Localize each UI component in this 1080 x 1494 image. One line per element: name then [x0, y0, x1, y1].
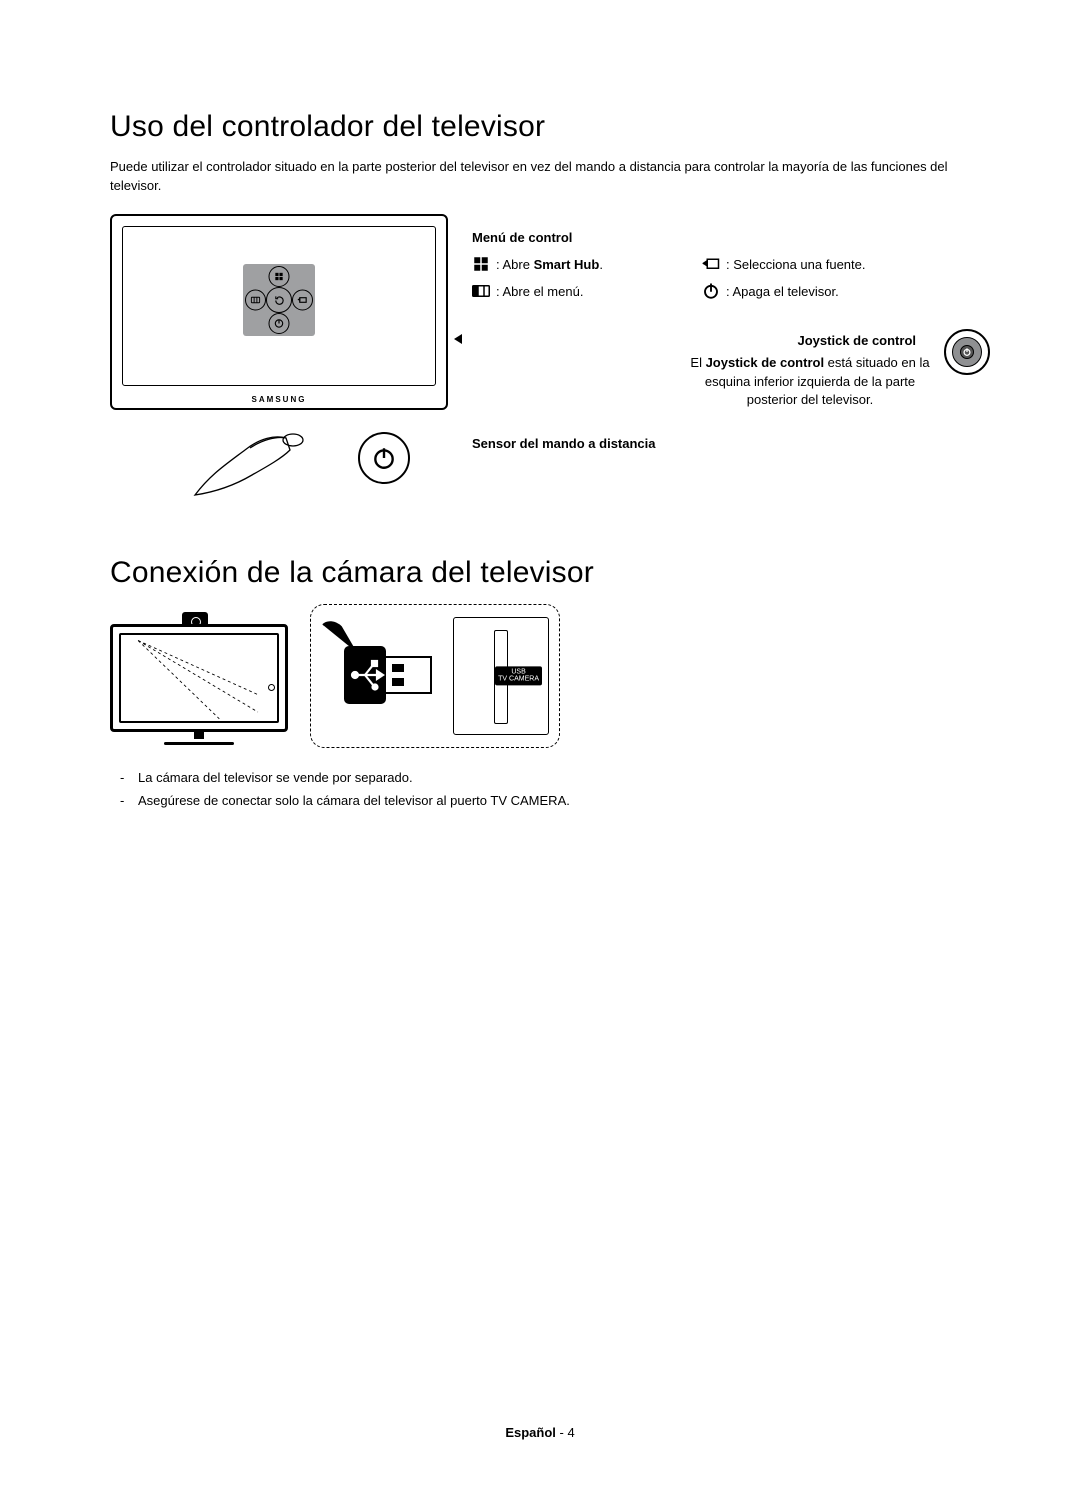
joypad-right-icon — [292, 290, 313, 311]
tv-with-camera-icon — [110, 624, 288, 745]
joystick-knob-icon — [944, 329, 990, 375]
menu-item-text: : Abre el menú. — [496, 284, 583, 299]
leader-arrow-icon — [454, 334, 462, 344]
power-icon — [702, 284, 720, 298]
tv-outline: SAMSUNG — [110, 214, 448, 410]
tv-brand-text: SAMSUNG — [112, 395, 446, 404]
joypad-down-icon — [269, 313, 290, 334]
camera-notes-list: La cámara del televisor se vende por sep… — [110, 766, 990, 813]
joystick-desc: El Joystick de control está situado en l… — [680, 354, 940, 411]
camera-inset-box: USB TV CAMERA — [310, 604, 560, 748]
section1-title: Uso del controlador del televisor — [110, 110, 990, 144]
camera-rays-icon — [113, 627, 285, 731]
joypad-left-icon — [245, 290, 266, 311]
joypad-center-icon — [266, 287, 292, 313]
page-footer: Español - 4 — [0, 1425, 1080, 1440]
source-icon — [702, 257, 720, 271]
list-item: Asegúrese de conectar solo la cámara del… — [110, 789, 990, 812]
joystick-block: Joystick de control El Joystick de contr… — [472, 333, 990, 411]
port-label: USB TV CAMERA — [495, 666, 542, 685]
menu-item-source: : Selecciona una fuente. — [702, 257, 902, 272]
list-item: La cámara del televisor se vende por sep… — [110, 766, 990, 789]
hand-icon — [190, 420, 310, 500]
camera-figure-row: USB TV CAMERA — [110, 604, 990, 748]
section2-title: Conexión de la cámara del televisor — [110, 556, 990, 590]
power-sensor-icon — [358, 432, 410, 484]
menu-item-power: : Apaga el televisor. — [702, 284, 902, 299]
menu-icon — [472, 284, 490, 298]
menu-control-title: Menú de control — [472, 230, 990, 245]
usb-plug-icon — [321, 617, 441, 735]
sensor-title: Sensor del mando a distancia — [472, 436, 990, 451]
menu-item-text: : Selecciona una fuente. — [726, 257, 866, 272]
menu-item-smarthub: : Abre Smart Hub. — [472, 257, 672, 272]
menu-item-text: : Abre Smart Hub. — [496, 257, 603, 272]
tv-figure-column: SAMSUNG — [110, 214, 448, 500]
joypad-icon — [243, 264, 315, 336]
menu-icon-grid: : Abre Smart Hub. : Selecciona una fuent… — [472, 257, 990, 299]
menu-item-menu: : Abre el menú. — [472, 284, 672, 299]
section1-right-column: Menú de control : Abre Smart Hub. : Sele… — [472, 214, 990, 452]
joystick-title: Joystick de control — [472, 333, 990, 348]
menu-item-text: : Apaga el televisor. — [726, 284, 839, 299]
joypad-up-icon — [269, 266, 290, 287]
smarthub-icon — [472, 257, 490, 271]
tv-camera-port-icon: USB TV CAMERA — [453, 617, 549, 735]
section1-figure-row: SAMSUNG — [110, 214, 990, 500]
section1-intro: Puede utilizar el controlador situado en… — [110, 158, 990, 196]
hand-power-figure — [110, 420, 448, 500]
